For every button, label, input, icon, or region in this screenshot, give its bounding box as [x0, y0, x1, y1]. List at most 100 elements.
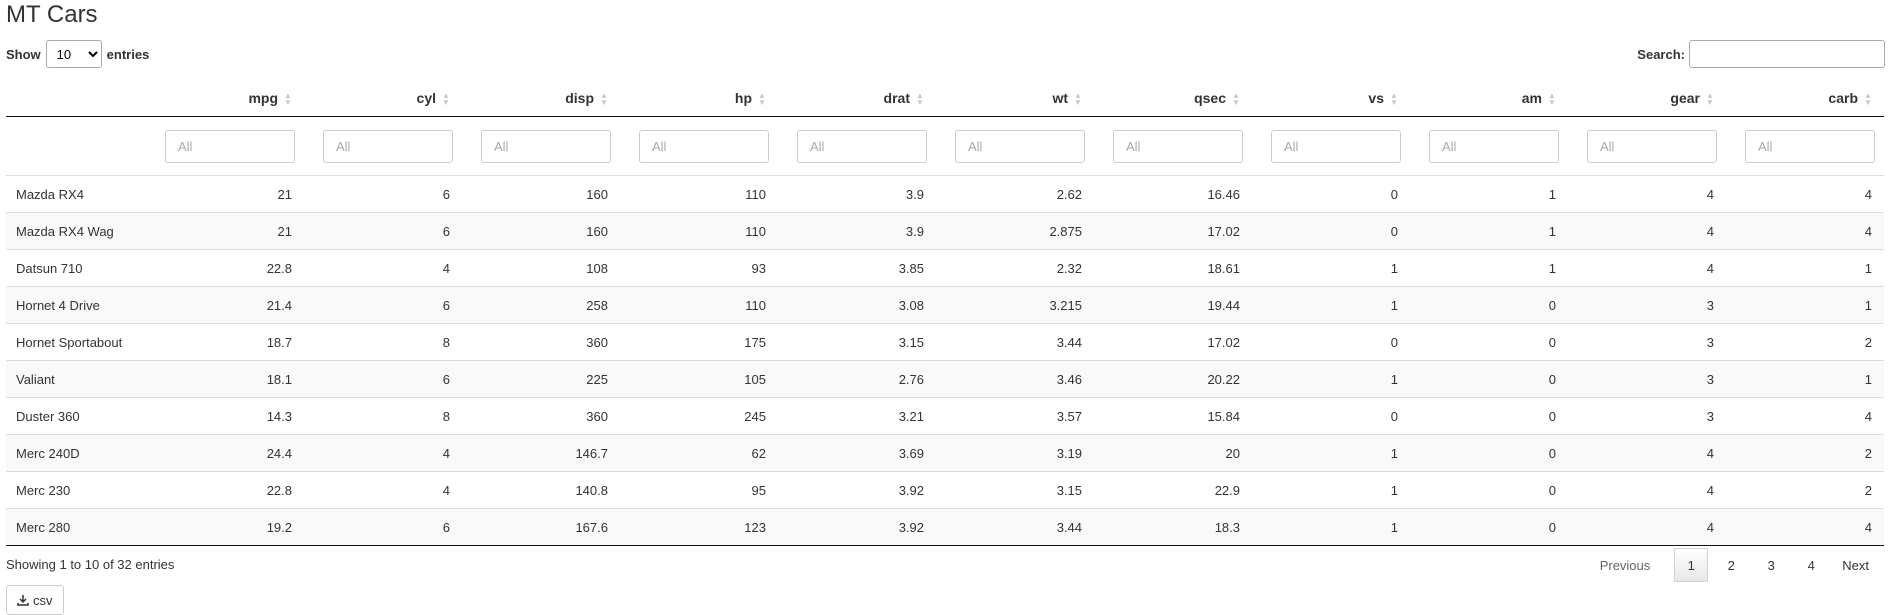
cell-hp: 245 [620, 397, 778, 435]
sort-both-icon[interactable]: ▲ ▼ [284, 91, 292, 108]
page-button-4[interactable]: 4 [1807, 557, 1815, 573]
column-header-label: carb [1828, 89, 1858, 106]
entries-label: entries [106, 46, 150, 62]
column-header-label: disp [565, 89, 594, 106]
cell-vs: 1 [1252, 286, 1410, 324]
column-header-vs[interactable]: vs ▲ ▼ [1252, 80, 1410, 117]
cell-drat: 3.9 [778, 175, 936, 213]
column-header-cyl[interactable]: cyl ▲ ▼ [304, 80, 462, 117]
filter-cell-wt [936, 116, 1094, 176]
filter-cell-qsec [1094, 116, 1252, 176]
cell-wt: 2.62 [936, 175, 1094, 213]
cell-wt: 2.875 [936, 212, 1094, 250]
cell-carb: 2 [1726, 471, 1884, 509]
cell-hp: 110 [620, 286, 778, 324]
cell-carb: 4 [1726, 397, 1884, 435]
filter-input-drat[interactable] [797, 129, 927, 163]
column-header-name[interactable] [6, 80, 146, 117]
next-page-button[interactable]: Next [1842, 557, 1869, 573]
column-header-gear[interactable]: gear ▲ ▼ [1568, 80, 1726, 117]
search-control: Search: [1637, 38, 1885, 70]
row-name-cell: Duster 360 [6, 397, 146, 435]
filter-input-cyl[interactable] [323, 129, 453, 163]
column-header-qsec[interactable]: qsec ▲ ▼ [1094, 80, 1252, 117]
filter-input-disp[interactable] [481, 129, 611, 163]
cell-qsec: 20 [1094, 434, 1252, 472]
cell-mpg: 24.4 [146, 434, 304, 472]
cell-cyl: 4 [304, 434, 462, 472]
cell-wt: 3.44 [936, 508, 1094, 546]
column-header-label: mpg [248, 89, 278, 106]
csv-button[interactable]: csv [6, 585, 64, 615]
column-header-hp[interactable]: hp ▲ ▼ [620, 80, 778, 117]
cell-carb: 1 [1726, 286, 1884, 324]
filter-input-wt[interactable] [955, 129, 1085, 163]
cell-wt: 3.15 [936, 471, 1094, 509]
sort-both-icon[interactable]: ▲ ▼ [916, 91, 924, 108]
entries-select[interactable]: 10 [45, 40, 102, 68]
filter-input-carb[interactable] [1745, 129, 1875, 163]
csv-label: csv [33, 592, 53, 608]
filter-cell-disp [462, 116, 620, 176]
previous-page-button[interactable]: Previous [1599, 557, 1651, 573]
column-header-carb[interactable]: carb ▲ ▼ [1726, 80, 1884, 117]
row-name-cell: Hornet 4 Drive [6, 286, 146, 324]
column-header-am[interactable]: am ▲ ▼ [1410, 80, 1568, 117]
filter-input-vs[interactable] [1271, 129, 1401, 163]
column-header-disp[interactable]: disp ▲ ▼ [462, 80, 620, 117]
cell-carb: 2 [1726, 323, 1884, 361]
page-button-3[interactable]: 3 [1767, 557, 1775, 573]
cell-vs: 0 [1252, 212, 1410, 250]
table-row[interactable]: Hornet Sportabout 18.7 8 360 175 3.15 3.44 17.0… [6, 323, 1884, 361]
cell-am: 0 [1410, 360, 1568, 398]
filter-input-hp[interactable] [639, 129, 769, 163]
cell-drat: 3.85 [778, 249, 936, 287]
cell-vs: 1 [1252, 434, 1410, 472]
cell-disp: 160 [462, 212, 620, 250]
cell-vs: 0 [1252, 323, 1410, 361]
search-input[interactable] [1689, 40, 1885, 68]
sort-both-icon[interactable]: ▲ ▼ [1232, 91, 1240, 108]
cell-cyl: 4 [304, 249, 462, 287]
table-row[interactable]: Datsun 710 22.8 4 108 93 3.85 2.32 18.61 1 1 4 1 [6, 249, 1884, 287]
page-button-1[interactable]: 1 [1674, 548, 1709, 582]
table-row[interactable]: Merc 240D 24.4 4 146.7 62 3.69 3.19 20 1 0 4 2 [6, 434, 1884, 472]
sort-both-icon[interactable]: ▲ ▼ [1390, 91, 1398, 108]
filter-input-qsec[interactable] [1113, 129, 1243, 163]
table-row[interactable]: Valiant 18.1 6 225 105 2.76 3.46 20.22 1 0 3 1 [6, 360, 1884, 398]
table-row[interactable]: Mazda RX4 21 6 160 110 3.9 2.62 16.46 0 1 4 4 [6, 175, 1884, 213]
cell-am: 0 [1410, 471, 1568, 509]
cell-drat: 3.08 [778, 286, 936, 324]
cell-carb: 4 [1726, 175, 1884, 213]
row-name-cell: Mazda RX4 Wag [6, 212, 146, 250]
row-name-cell: Mazda RX4 [6, 175, 146, 213]
sort-both-icon[interactable]: ▲ ▼ [1706, 91, 1714, 108]
filter-input-gear[interactable] [1587, 129, 1717, 163]
download-icon [17, 595, 29, 606]
table-row[interactable]: Mazda RX4 Wag 21 6 160 110 3.9 2.875 17.02 0 1 4 4 [6, 212, 1884, 250]
sort-both-icon[interactable]: ▲ ▼ [1074, 91, 1082, 108]
filter-input-mpg[interactable] [165, 129, 295, 163]
sort-both-icon[interactable]: ▲ ▼ [758, 91, 766, 108]
table-row[interactable]: Hornet 4 Drive 21.4 6 258 110 3.08 3.215 19.44 1… [6, 286, 1884, 324]
table-row[interactable]: Merc 280 19.2 6 167.6 123 3.92 3.44 18.3 1 0 4 4 [6, 508, 1884, 546]
cell-cyl: 6 [304, 360, 462, 398]
column-header-mpg[interactable]: mpg ▲ ▼ [146, 80, 304, 117]
sort-both-icon[interactable]: ▲ ▼ [1548, 91, 1556, 108]
sort-both-icon[interactable]: ▲ ▼ [600, 91, 608, 108]
column-header-wt[interactable]: wt ▲ ▼ [936, 80, 1094, 117]
table-row[interactable]: Duster 360 14.3 8 360 245 3.21 3.57 15.84 0 0 3 4 [6, 397, 1884, 435]
cell-mpg: 19.2 [146, 508, 304, 546]
column-header-drat[interactable]: drat ▲ ▼ [778, 80, 936, 117]
filter-cell-am [1410, 116, 1568, 176]
pagination: Previous 1 2 3 4 Next [1586, 548, 1877, 582]
sort-both-icon[interactable]: ▲ ▼ [442, 91, 450, 108]
table-row[interactable]: Merc 230 22.8 4 140.8 95 3.92 3.15 22.9 1 0 4 2 [6, 471, 1884, 509]
filter-input-am[interactable] [1429, 129, 1559, 163]
cell-am: 1 [1410, 249, 1568, 287]
column-header-label: cyl [416, 89, 436, 106]
page-button-2[interactable]: 2 [1727, 557, 1735, 573]
cell-cyl: 6 [304, 212, 462, 250]
sort-both-icon[interactable]: ▲ ▼ [1864, 91, 1872, 108]
cell-gear: 3 [1568, 323, 1726, 361]
